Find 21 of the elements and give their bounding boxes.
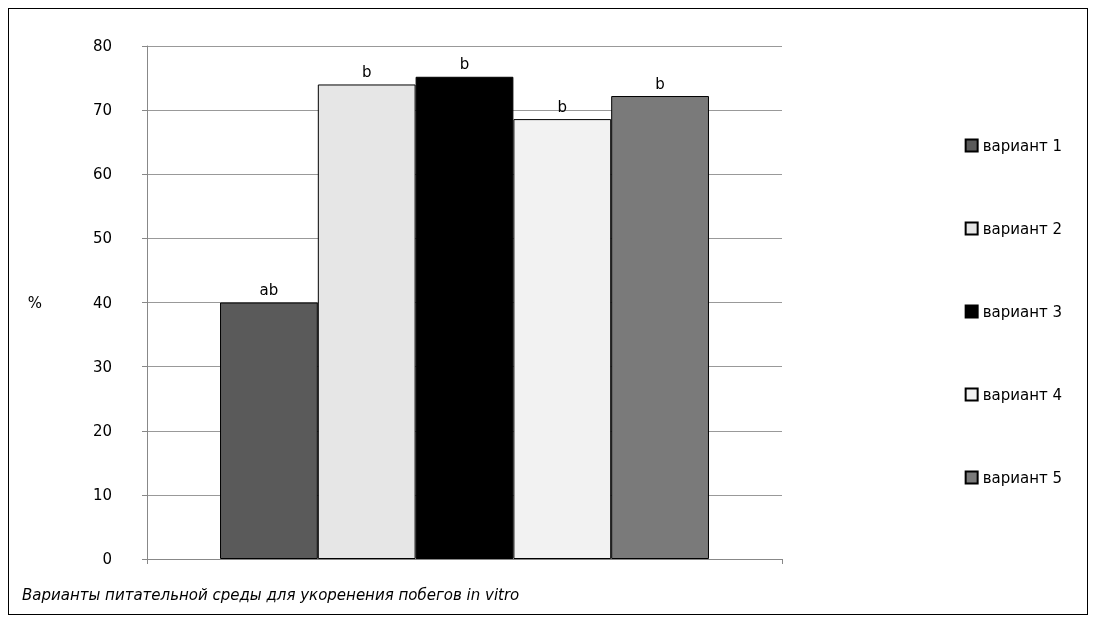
y-tick-label: 70 <box>92 101 112 120</box>
y-axis-title: % <box>27 293 42 312</box>
data-label: b <box>459 55 470 74</box>
legend-label: вариант 1 <box>982 136 1063 155</box>
y-tick-label: 0 <box>102 550 112 568</box>
legend-label: вариант 3 <box>982 302 1063 321</box>
legend-label: вариант 2 <box>982 219 1063 238</box>
legend-label: вариант 4 <box>982 385 1063 404</box>
y-tick-label: 40 <box>92 293 112 312</box>
y-tick-label: 60 <box>92 165 112 184</box>
y-tick-label: 10 <box>92 485 112 504</box>
y-tick-label: 20 <box>92 421 112 440</box>
data-label: b <box>557 97 568 116</box>
y-tick-label: 50 <box>92 229 112 248</box>
data-label: ab <box>259 281 279 299</box>
y-tick-label: 30 <box>92 357 112 376</box>
data-label: b <box>361 62 372 81</box>
legend-label: вариант 5 <box>982 468 1063 487</box>
data-label: b <box>655 74 665 93</box>
x-axis-title: Варианты питательной среды для укоренения побегов in vitro <box>22 585 520 604</box>
y-tick-label: 80 <box>92 37 112 55</box>
